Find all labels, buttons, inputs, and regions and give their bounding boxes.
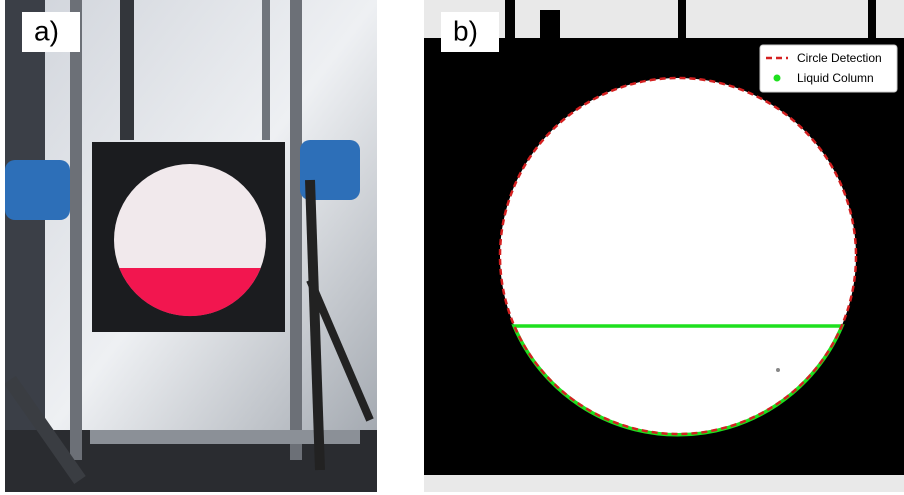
legend: Circle Detection Liquid Column: [760, 45, 897, 92]
legend-label: Circle Detection: [797, 51, 882, 65]
panel-label: a): [34, 15, 59, 46]
figure: a) b) Circle Detection Liquid Column: [0, 0, 904, 495]
photo-a: [5, 0, 377, 492]
panel-label: b): [453, 15, 478, 46]
page: a) b) Circle Detection Liquid Column (()…: [0, 0, 904, 495]
legend-label: Liquid Column: [797, 71, 874, 85]
legend-swatch: [774, 75, 781, 82]
